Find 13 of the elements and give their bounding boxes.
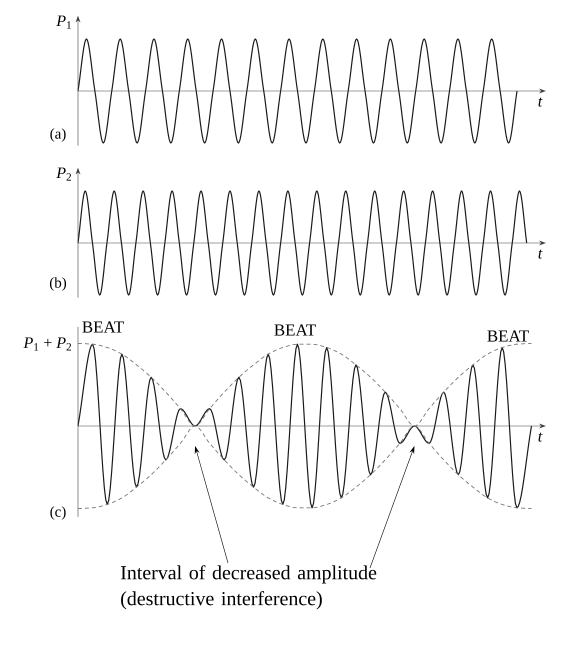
x-axis-title: t [538, 98, 543, 107]
x-axis-title: t [538, 432, 543, 442]
text: BEAT [82, 321, 124, 333]
y-axis-title: P$_{1}$ + P$_{2}$ [23, 337, 72, 350]
text: (b) [50, 277, 66, 291]
y-axis-title: P$_{1}$ [56, 16, 71, 29]
y-axis-title: P$_{2}$ [56, 168, 72, 181]
text: (c) [50, 506, 66, 520]
x-axis-title: t [538, 250, 543, 259]
text: BEAT [487, 330, 529, 342]
text: (a) [50, 128, 66, 142]
text: Interval of decreased amplitude (destructive interference) [120, 565, 376, 610]
text: BEAT [274, 324, 316, 336]
